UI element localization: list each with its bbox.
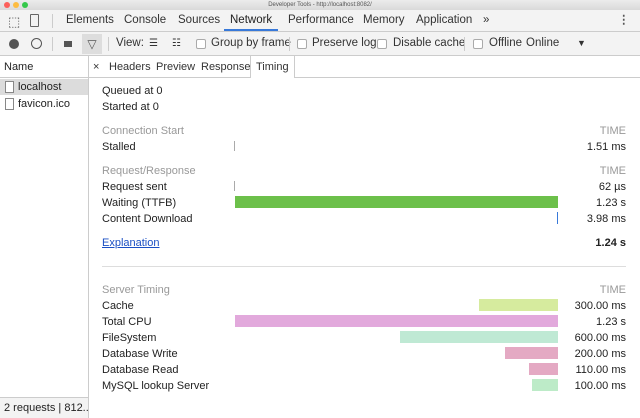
tab-application[interactable]: Application [416, 14, 473, 26]
tab-network[interactable]: Network [224, 10, 279, 31]
disable-cache-checkbox[interactable] [377, 39, 387, 49]
divider [289, 37, 290, 51]
server-timing-value-filesystem: 600.00 ms [574, 332, 626, 344]
window-title: Developer Tools - http://localhost:8082/ [268, 2, 372, 8]
content-download-bar [557, 212, 558, 224]
tab-console[interactable]: Console [124, 14, 167, 26]
tab-elements[interactable]: Elements [66, 14, 114, 26]
title-bar: Developer Tools - http://localhost:8082/ [0, 0, 640, 10]
document-icon [5, 81, 14, 93]
waiting-value: 1.23 s [596, 197, 626, 209]
inspect-element-icon[interactable]: ⬚ [8, 14, 21, 29]
minimize-window-button[interactable] [13, 2, 19, 8]
chevron-down-icon[interactable]: ▼ [577, 38, 586, 48]
connection-start-header: Connection Start [102, 125, 184, 137]
server-timing-label-total-cpu: Total CPU [102, 316, 152, 328]
detail-tab-bar: × Headers Preview Response Timing [89, 56, 640, 78]
stalled-label: Stalled [102, 141, 136, 153]
offline-checkbox[interactable] [473, 39, 483, 49]
request-response-header: Request/Response [102, 165, 196, 177]
more-tabs-button[interactable]: » [483, 14, 490, 26]
server-timing-value-total-cpu: 1.23 s [596, 316, 626, 328]
tab-response[interactable]: Response [201, 61, 251, 73]
preserve-log-label: Preserve log [312, 37, 377, 49]
time-column-header: TIME [599, 165, 626, 177]
server-timing-value-mysql-lookup-server: 100.00 ms [574, 380, 626, 392]
record-icon[interactable] [9, 39, 19, 49]
large-rows-icon[interactable]: ☰ [149, 38, 158, 49]
offline-label: Offline [489, 37, 523, 49]
group-by-frame-label: Group by frame [211, 37, 291, 49]
throttling-select[interactable]: Online [526, 37, 560, 49]
server-timing-bar-filesystem [400, 331, 558, 343]
queued-at: Queued at 0 [102, 85, 163, 97]
server-timing-label-mysql-lookup-server: MySQL lookup Server [102, 380, 210, 392]
capture-screenshots-icon[interactable] [64, 41, 72, 47]
name-column-header[interactable]: Name [0, 56, 88, 78]
server-timing-value-cache: 300.00 ms [574, 300, 626, 312]
time-column-header: TIME [599, 125, 626, 137]
tab-memory[interactable]: Memory [363, 14, 405, 26]
view-label: View: [116, 37, 144, 49]
tab-headers[interactable]: Headers [109, 61, 151, 73]
maximize-window-button[interactable] [22, 2, 28, 8]
request-list: Name localhost favicon.ico 2 requests | … [0, 56, 89, 418]
request-sent-value: 62 µs [598, 181, 626, 193]
server-timing-bar-total-cpu [235, 315, 558, 327]
request-name: favicon.ico [18, 98, 70, 110]
tab-performance[interactable]: Performance [288, 14, 354, 26]
device-toolbar-icon[interactable] [30, 14, 39, 27]
waiting-label: Waiting (TTFB) [102, 197, 177, 209]
server-timing-header: Server Timing [102, 284, 170, 296]
server-timing-bar-mysql-lookup-server [532, 379, 558, 391]
waiting-bar [235, 196, 558, 208]
divider [52, 37, 53, 51]
server-timing-label-database-read: Database Read [102, 364, 179, 376]
request-item-localhost[interactable]: localhost [0, 79, 88, 95]
server-timing-label-cache: Cache [102, 300, 134, 312]
request-sent-label: Request sent [102, 181, 167, 193]
group-by-frame-checkbox[interactable] [196, 39, 206, 49]
disable-cache-label: Disable cache [393, 37, 466, 49]
close-detail-button[interactable]: × [93, 61, 100, 73]
stalled-value: 1.51 ms [586, 141, 626, 153]
divider [108, 37, 109, 51]
explanation-link[interactable]: Explanation [102, 237, 160, 249]
content-download-value: 3.98 ms [586, 213, 626, 225]
clear-icon[interactable] [31, 38, 42, 49]
server-timing-label-filesystem: FileSystem [102, 332, 157, 344]
request-sent-bar [234, 181, 235, 191]
server-timing-label-database-write: Database Write [102, 348, 178, 360]
server-timing-bar-database-write [505, 347, 558, 359]
divider [464, 37, 465, 51]
server-timing-value-database-write: 200.00 ms [574, 348, 626, 360]
tab-timing[interactable]: Timing [250, 56, 295, 78]
divider [102, 266, 626, 267]
time-column-header: TIME [599, 284, 626, 296]
request-name: localhost [18, 81, 62, 93]
close-window-button[interactable] [4, 2, 10, 8]
total-time: 1.24 s [595, 237, 626, 249]
status-summary: 2 requests | 812... [0, 397, 88, 418]
tab-sources[interactable]: Sources [178, 14, 221, 26]
tab-preview[interactable]: Preview [156, 61, 196, 73]
document-icon [5, 98, 14, 110]
server-timing-bar-cache [479, 299, 558, 311]
filter-icon[interactable]: ▽ [82, 34, 102, 54]
preserve-log-checkbox[interactable] [297, 39, 307, 49]
stalled-bar [234, 141, 235, 151]
started-at: Started at 0 [102, 101, 159, 113]
server-timing-bar-database-read [529, 363, 558, 375]
network-toolbar: ▽ View: ☰ ☷ Group by frame Preserve log … [0, 32, 640, 56]
server-timing-value-database-read: 110.00 ms [575, 364, 626, 376]
waterfall-view-icon[interactable]: ☷ [172, 38, 181, 49]
content-download-label: Content Download [102, 213, 193, 225]
more-options-icon[interactable]: ⋮ [618, 14, 630, 26]
request-item-favicon[interactable]: favicon.ico [0, 96, 88, 112]
divider [52, 14, 53, 28]
main-tab-bar: ⬚ Elements Console Sources Network Perfo… [0, 10, 640, 32]
